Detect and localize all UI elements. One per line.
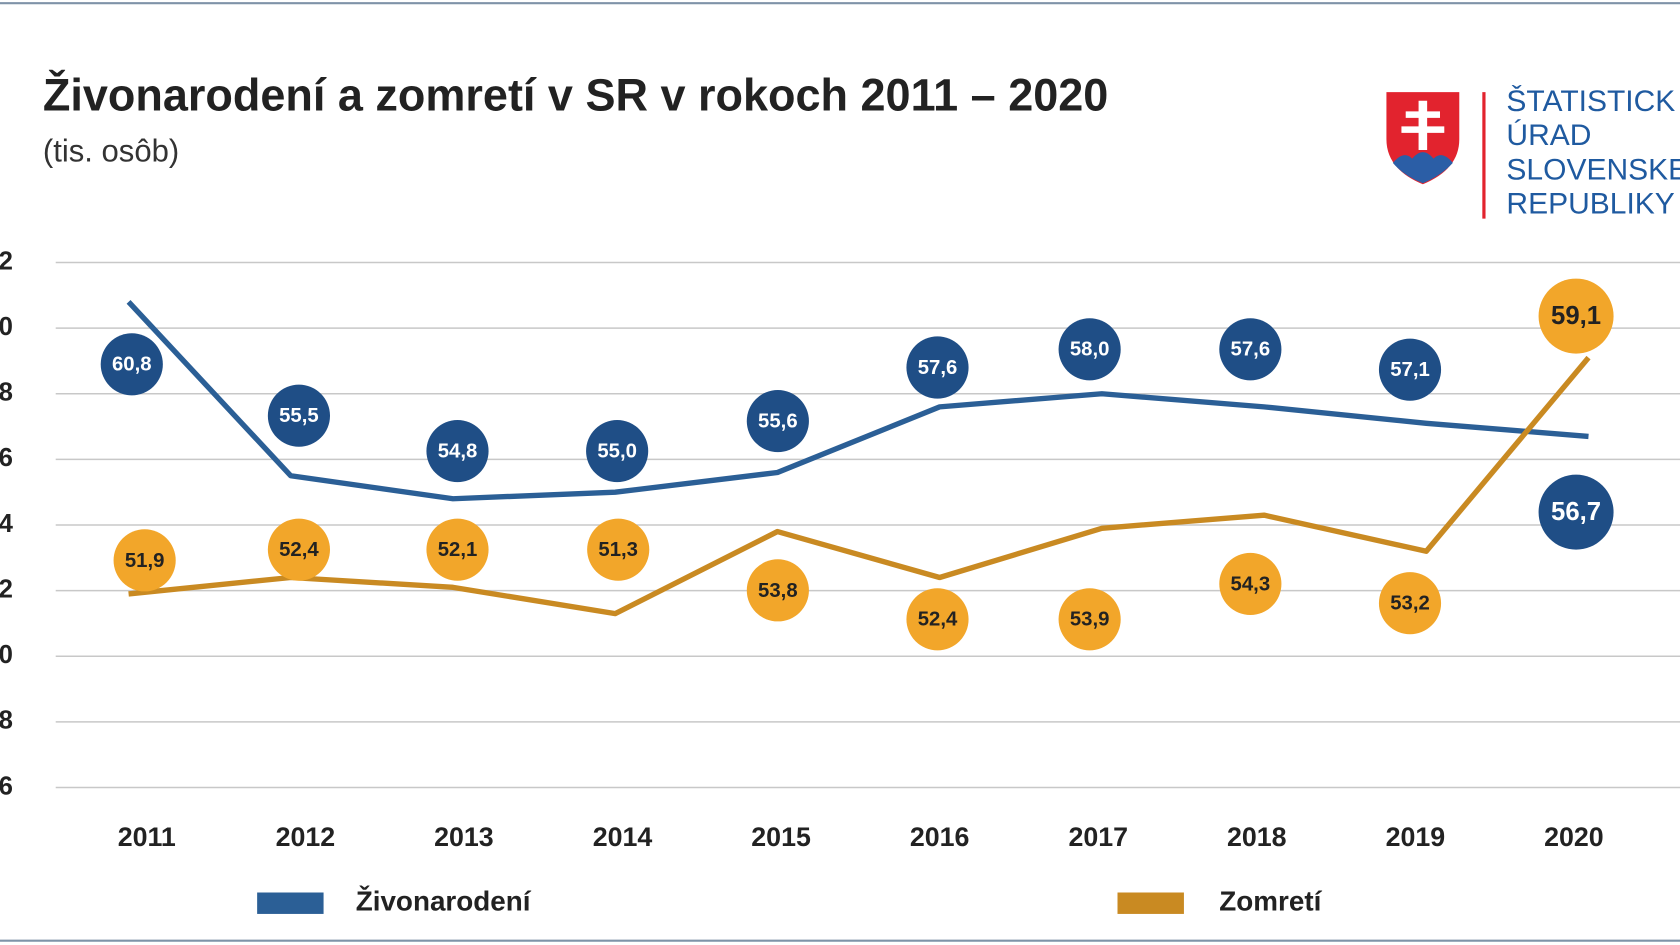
- x-tick-label: 2018: [1227, 822, 1287, 852]
- x-tick-label: 2015: [751, 822, 811, 852]
- value-bubble: [906, 336, 969, 399]
- value-bubble: [1058, 318, 1121, 381]
- logo-hills: [1392, 152, 1453, 184]
- data-label: 58,0: [1070, 339, 1110, 361]
- data-label: 54,8: [438, 441, 478, 463]
- legend-label: Živonarodení: [356, 886, 532, 917]
- value-bubble: [426, 518, 489, 581]
- data-label: 59,1: [1551, 302, 1601, 330]
- series-line: [126, 300, 1589, 502]
- data-label: 51,3: [598, 539, 638, 561]
- y-tick-label: 8: [0, 707, 13, 735]
- legend-label: Zomretí: [1219, 886, 1322, 917]
- data-label: 55,6: [758, 411, 798, 433]
- logo-text: REPUBLIKY: [1506, 188, 1674, 221]
- x-tick-label: 2011: [118, 822, 176, 852]
- value-bubble: [267, 384, 330, 447]
- logo-text: ÚRAD: [1506, 119, 1591, 152]
- value-bubble: [267, 518, 330, 581]
- data-label: 52,4: [279, 539, 319, 561]
- x-tick-label: 2013: [434, 822, 494, 852]
- data-label: 52,4: [918, 609, 958, 631]
- data-label: 52,1: [438, 539, 478, 561]
- x-tick-label: 2014: [593, 822, 653, 852]
- x-tick-label: 2020: [1544, 822, 1604, 852]
- data-label: 55,5: [279, 405, 319, 427]
- y-tick-label: 2: [0, 247, 13, 275]
- value-bubble: [746, 559, 809, 622]
- logo: [1386, 92, 1486, 219]
- value-bubble: [746, 390, 809, 453]
- legend-swatch: [1117, 892, 1184, 914]
- value-bubble: [1538, 278, 1614, 354]
- legend-swatch: [257, 892, 324, 914]
- data-label: 57,6: [1231, 339, 1271, 361]
- value-bubble: [1219, 552, 1282, 615]
- chart-subtitle: (tis. osôb): [43, 133, 179, 168]
- series-line: [128, 355, 1591, 617]
- y-tick-label: 6: [0, 772, 13, 800]
- value-bubble: [113, 529, 176, 592]
- data-label: 53,8: [758, 580, 798, 602]
- logo-text: SLOVENSKE: [1506, 153, 1680, 186]
- value-bubble: [1219, 318, 1282, 381]
- x-tick-label: 2016: [910, 822, 970, 852]
- value-bubble: [426, 420, 489, 483]
- x-tick-label: 2017: [1068, 822, 1128, 852]
- y-tick-label: 6: [0, 444, 13, 472]
- data-label: 53,9: [1070, 609, 1110, 631]
- value-bubble: [587, 518, 650, 581]
- value-bubble: [1378, 338, 1442, 401]
- data-label: 57,1: [1390, 359, 1430, 381]
- y-tick-label: 2: [0, 575, 13, 603]
- data-label: 56,7: [1551, 498, 1601, 526]
- data-label: 57,6: [918, 357, 958, 379]
- y-tick-label: 8: [0, 379, 13, 407]
- y-tick-label: 0: [0, 313, 13, 341]
- y-tick-label: 4: [0, 510, 14, 538]
- y-tick-label: 0: [0, 641, 13, 669]
- value-bubble: [586, 420, 649, 483]
- data-label: 55,0: [597, 441, 637, 463]
- data-label: 53,2: [1390, 593, 1430, 615]
- value-bubble: [1058, 588, 1121, 651]
- chart-title: Živonarodení a zomretí v SR v rokoch 201…: [43, 69, 1108, 120]
- x-tick-label: 2019: [1386, 822, 1446, 852]
- value-bubble: [100, 333, 163, 396]
- data-label: 54,3: [1231, 573, 1271, 595]
- value-bubble: [906, 588, 969, 651]
- data-label: 60,8: [112, 354, 152, 376]
- value-bubble: [1378, 572, 1442, 635]
- logo-text: ŠTATISTICK: [1506, 84, 1675, 118]
- logo-cross: [1401, 100, 1445, 150]
- value-bubble: [1538, 474, 1614, 550]
- x-tick-label: 2012: [276, 822, 336, 852]
- data-label: 51,9: [125, 550, 165, 572]
